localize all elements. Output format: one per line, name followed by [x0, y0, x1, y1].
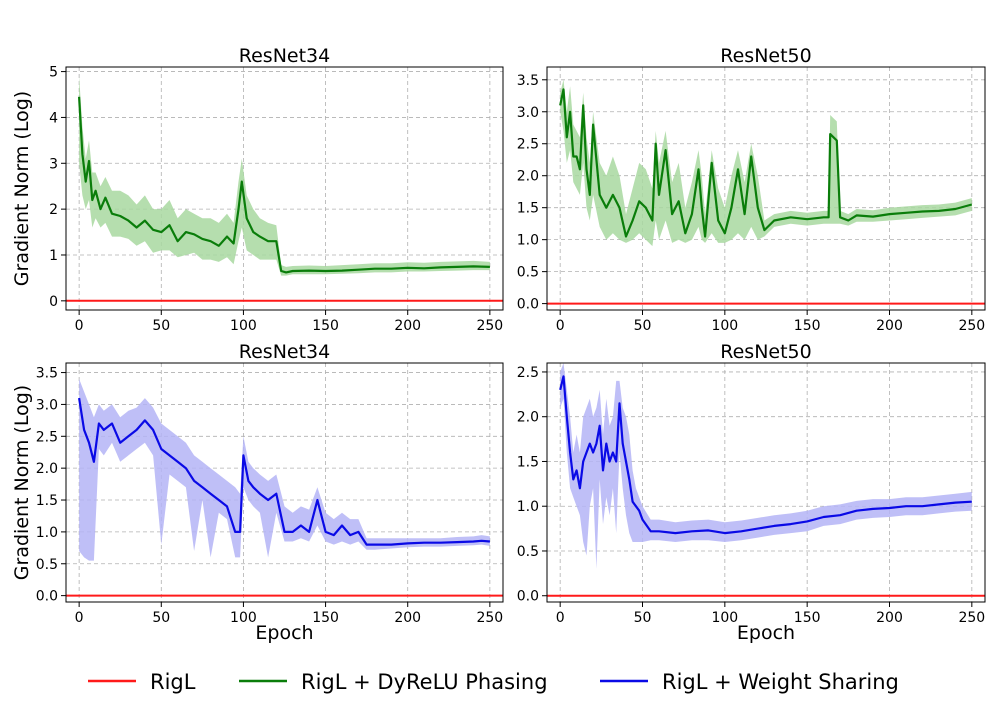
series-band-ws — [79, 378, 490, 561]
x-tick-label: 200 — [394, 610, 421, 626]
y-tick-label: 3.0 — [36, 397, 58, 413]
x-tick-label: 0 — [75, 610, 84, 626]
axes-frame — [65, 362, 504, 603]
y-tick-label: 2.5 — [517, 365, 539, 381]
y-tick-label: 1.5 — [517, 454, 539, 470]
legend-label: RigL — [150, 670, 196, 694]
series-band-dyrelu — [560, 79, 972, 247]
y-tick-label: 2 — [49, 202, 58, 218]
x-tick-label: 100 — [711, 318, 738, 334]
series-band-ws — [560, 363, 972, 569]
x-tick-label: 0 — [556, 318, 565, 334]
y-tick-label: 4 — [49, 110, 58, 126]
y-axis-label: Gradient Norm (Log) — [11, 385, 33, 580]
x-tick-label: 100 — [230, 610, 257, 626]
y-tick-label: 5 — [49, 65, 58, 81]
y-tick-label: 2.5 — [517, 137, 539, 153]
panel-title: ResNet50 — [720, 45, 811, 67]
x-tick-label: 100 — [711, 610, 738, 626]
x-tick-label: 250 — [958, 318, 985, 334]
axes-frame — [65, 66, 504, 311]
legend: RigL RigL + DyReLU Phasing RigL + Weight S… — [88, 670, 899, 694]
y-tick-label: 2.5 — [36, 429, 58, 445]
chart-panel-4: 0 50 100 150 200 250 0.0 0.5 1.0 1.5 2.0 2.5 ResNet5… — [517, 341, 986, 644]
x-tick-label: 150 — [794, 318, 821, 334]
legend-item: RigL — [88, 670, 196, 694]
panel-title: ResNet34 — [239, 45, 330, 67]
y-tick-label: 0 — [49, 294, 58, 310]
x-tick-label: 150 — [312, 610, 339, 626]
x-axis-label: Epoch — [737, 622, 795, 644]
x-tick-label: 250 — [476, 610, 503, 626]
y-tick-label: 2.0 — [517, 410, 539, 426]
x-tick-label: 50 — [152, 610, 170, 626]
y-tick-label: 3.0 — [517, 105, 539, 121]
y-tick-label: 2.0 — [517, 169, 539, 185]
chart-panel-1: 0 50 100 150 200 250 0 1 2 3 4 5 ResNet34 Gradient No… — [11, 45, 504, 334]
axes-frame — [546, 66, 986, 311]
chart-panel-2: 0 50 100 150 200 250 0.0 0.5 1.0 1.5 2.0 2.5 3.0 3.5 R… — [517, 45, 986, 334]
x-tick-label: 250 — [958, 610, 985, 626]
panel-title: ResNet50 — [720, 341, 811, 363]
y-tick-label: 0.0 — [36, 589, 58, 605]
x-tick-label: 150 — [312, 318, 339, 334]
plot-area — [66, 76, 503, 302]
x-tick-label: 200 — [394, 318, 421, 334]
y-tick-label: 1.5 — [36, 493, 58, 509]
series-line-ws — [559, 375, 972, 535]
y-tick-label: 2.0 — [36, 461, 58, 477]
x-tick-label: 150 — [794, 610, 821, 626]
plot-area — [66, 378, 503, 597]
y-tick-label: 1.0 — [517, 233, 539, 249]
y-tick-label: 0.0 — [517, 589, 539, 605]
x-tick-label: 200 — [876, 610, 903, 626]
panel-title: ResNet34 — [239, 341, 330, 363]
x-tick-label: 100 — [230, 318, 257, 334]
x-tick-label: 50 — [152, 318, 170, 334]
legend-label: RigL + DyReLU Phasing — [301, 670, 548, 694]
legend-item: RigL + Weight Sharing — [600, 670, 899, 694]
series-line-ws — [78, 397, 490, 546]
y-tick-label: 0.5 — [517, 544, 539, 560]
y-tick-label: 1.0 — [517, 499, 539, 515]
panels-layer: 0 50 100 150 200 250 0 1 2 3 4 5 ResNet34 Gradient No… — [11, 45, 986, 644]
axes-frame — [546, 362, 986, 603]
y-tick-label: 1 — [49, 248, 58, 264]
x-tick-label: 0 — [75, 318, 84, 334]
y-tick-label: 3.5 — [517, 73, 539, 89]
x-tick-label: 200 — [876, 318, 903, 334]
series-line-dyrelu — [78, 96, 490, 274]
x-axis-label: Epoch — [255, 622, 313, 644]
series-band-dyrelu — [79, 76, 490, 276]
y-tick-label: 1.0 — [36, 525, 58, 541]
legend-item: RigL + DyReLU Phasing — [239, 670, 548, 694]
y-tick-label: 0.5 — [517, 265, 539, 281]
x-tick-label: 250 — [476, 318, 503, 334]
plot-area — [547, 79, 985, 305]
y-tick-label: 3 — [49, 156, 58, 172]
y-tick-label: 0.5 — [36, 557, 58, 573]
legend-label: RigL + Weight Sharing — [662, 670, 899, 694]
series-line-dyrelu — [559, 88, 973, 238]
plot-area — [547, 363, 985, 597]
y-axis-label: Gradient Norm (Log) — [11, 91, 33, 286]
y-tick-label: 0.0 — [517, 297, 539, 313]
x-tick-label: 0 — [556, 610, 565, 626]
x-tick-label: 50 — [634, 318, 652, 334]
y-tick-label: 1.5 — [517, 201, 539, 217]
x-tick-label: 50 — [634, 610, 652, 626]
chart-panel-3: 0 50 100 150 200 250 0.0 0.5 1.0 1.5 2.0 2.5 3.0 3.5 R… — [11, 341, 504, 644]
y-tick-label: 3.5 — [36, 366, 58, 382]
